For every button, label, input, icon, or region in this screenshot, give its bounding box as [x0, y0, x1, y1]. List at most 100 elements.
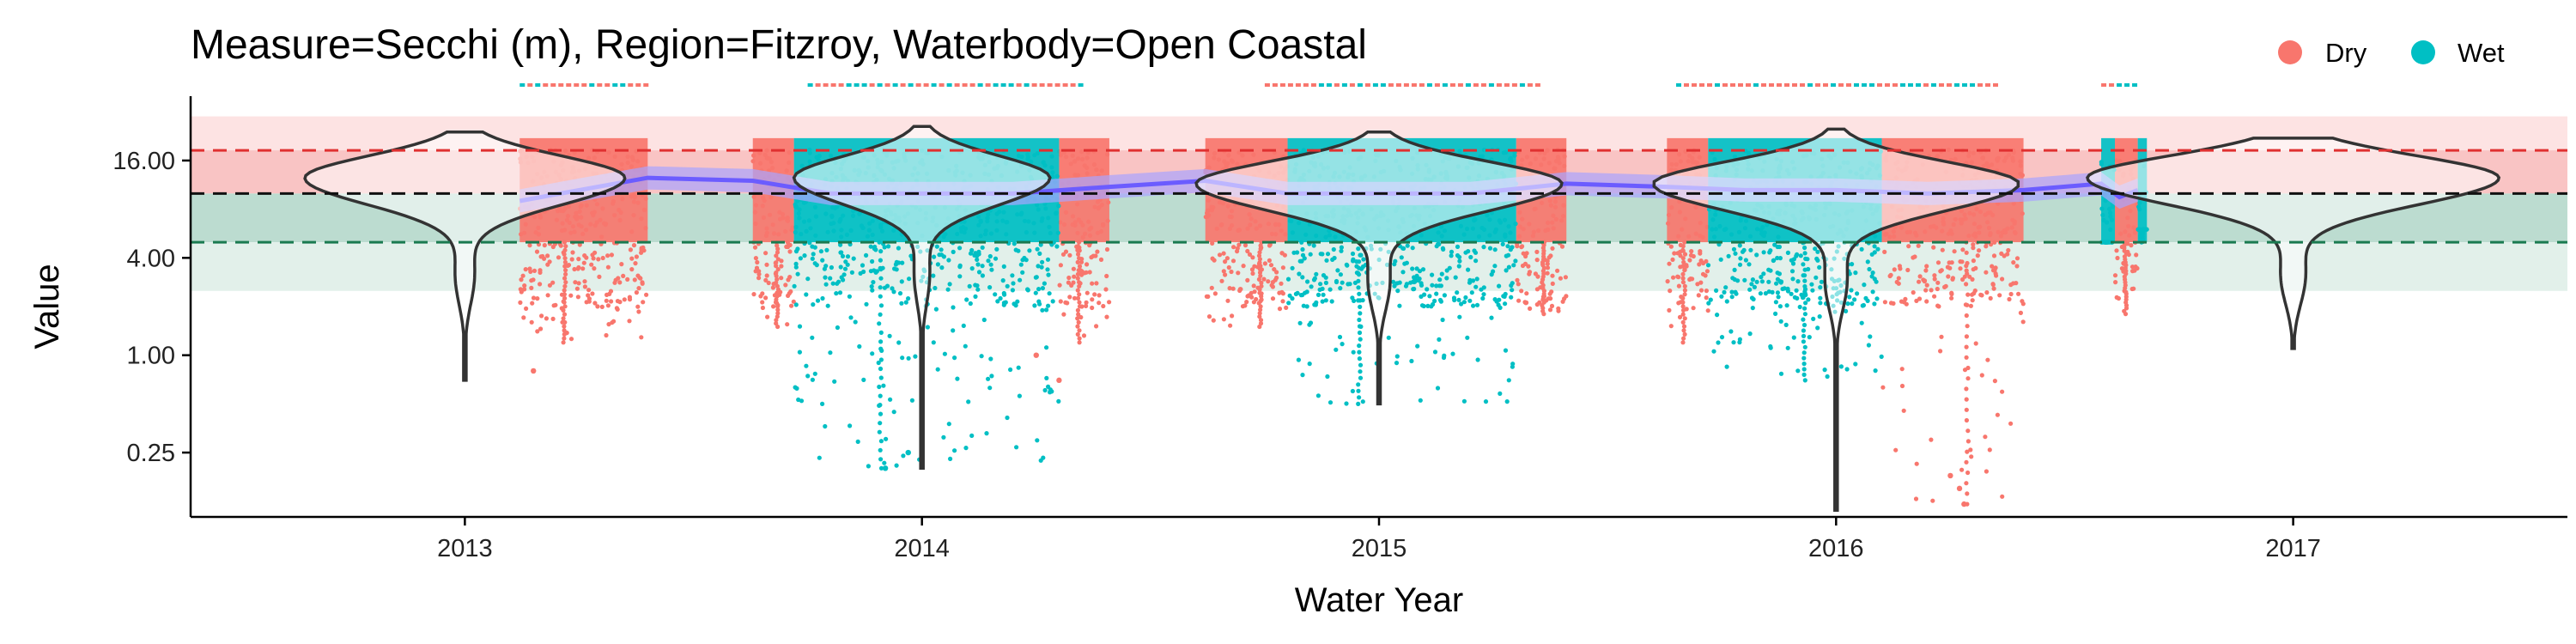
- data-point: [1259, 280, 1264, 285]
- data-point: [808, 226, 813, 231]
- data-point: [1965, 449, 1970, 454]
- data-point: [878, 403, 883, 408]
- data-point: [636, 309, 641, 314]
- data-point: [1403, 283, 1409, 289]
- data-point: [1046, 303, 1051, 308]
- data-point: [1528, 161, 1533, 167]
- data-point: [1266, 279, 1271, 284]
- data-point: [1076, 252, 1081, 257]
- cropped-marker: [1349, 83, 1355, 87]
- data-point: [2103, 198, 2108, 204]
- data-point: [1084, 300, 1089, 305]
- data-point: [589, 262, 594, 267]
- data-point: [527, 243, 532, 248]
- data-point: [1687, 153, 1692, 158]
- data-point: [1209, 208, 1215, 213]
- data-point: [1923, 288, 1929, 293]
- cropped-marker: [1761, 83, 1766, 87]
- data-point: [1468, 254, 1473, 260]
- data-point: [1455, 290, 1460, 295]
- data-point: [900, 355, 905, 361]
- data-point: [562, 259, 568, 264]
- data-point: [1284, 305, 1289, 310]
- data-point: [1537, 150, 1542, 155]
- data-point: [1410, 246, 1415, 251]
- data-point: [1236, 270, 1241, 276]
- data-point: [1801, 317, 1806, 322]
- data-point: [968, 301, 973, 307]
- cropped-marker: [939, 83, 945, 87]
- data-point: [1504, 268, 1509, 273]
- x-ticks: 2013 2014 2015 2016 2017: [437, 517, 2321, 562]
- data-point: [2018, 163, 2023, 168]
- data-point: [556, 255, 562, 260]
- data-point: [831, 228, 836, 234]
- data-point: [1076, 217, 1081, 222]
- data-point: [2099, 206, 2105, 211]
- data-point: [763, 295, 769, 301]
- data-point: [2013, 230, 2018, 236]
- data-point: [1550, 281, 1555, 286]
- data-point: [1676, 283, 1681, 289]
- data-point: [1471, 303, 1476, 308]
- data-point: [1340, 280, 1345, 285]
- data-point: [1001, 210, 1006, 215]
- data-point: [2006, 247, 2011, 253]
- data-point: [878, 339, 884, 344]
- data-point: [1250, 270, 1255, 276]
- data-point: [857, 211, 862, 216]
- cropped-marker: [1815, 83, 1820, 87]
- data-point: [1801, 372, 1807, 377]
- data-point: [1259, 283, 1264, 289]
- data-point: [764, 148, 769, 153]
- data-point: [1040, 307, 1045, 313]
- cropped-marker: [1753, 83, 1759, 87]
- data-point: [1792, 295, 1797, 300]
- data-point: [1481, 227, 1487, 232]
- data-point: [1212, 258, 1217, 263]
- data-point: [887, 333, 892, 338]
- x-axis-title: Water Year: [1295, 581, 1463, 619]
- data-point: [1782, 286, 1787, 291]
- data-point: [1087, 227, 1092, 232]
- data-point: [1461, 398, 1467, 404]
- data-point: [1058, 153, 1063, 158]
- data-point: [1795, 368, 1801, 374]
- data-point: [1666, 221, 1671, 226]
- data-point: [2114, 248, 2119, 253]
- data-point: [1339, 248, 1344, 253]
- data-point: [2112, 273, 2118, 278]
- data-point: [860, 263, 866, 268]
- data-point: [1334, 279, 1340, 285]
- data-point: [1880, 385, 1886, 390]
- data-point: [1907, 229, 1912, 234]
- data-point: [1811, 316, 1816, 321]
- data-point: [1395, 289, 1400, 294]
- data-point: [932, 254, 937, 259]
- data-point: [1257, 270, 1263, 276]
- data-point: [582, 253, 587, 258]
- data-point: [804, 292, 809, 297]
- data-point: [1300, 246, 1305, 252]
- data-point: [1300, 275, 1305, 280]
- data-point: [1033, 275, 1038, 280]
- data-point: [1822, 368, 1827, 373]
- data-point: [908, 253, 914, 258]
- data-point: [851, 256, 856, 261]
- data-point: [1084, 171, 1090, 176]
- data-point: [1888, 272, 1893, 277]
- data-point: [774, 318, 779, 323]
- data-point: [2129, 243, 2134, 248]
- data-point: [1248, 222, 1253, 228]
- data-point: [757, 150, 762, 155]
- data-point: [1096, 206, 1101, 211]
- data-point: [1905, 267, 1911, 273]
- data-point: [946, 258, 951, 263]
- data-point: [1794, 253, 1799, 258]
- data-point: [1101, 303, 1106, 309]
- data-point: [1547, 198, 1552, 204]
- data-point: [1335, 268, 1340, 273]
- legend-wet-key: [2411, 40, 2435, 64]
- data-point: [1700, 271, 1706, 276]
